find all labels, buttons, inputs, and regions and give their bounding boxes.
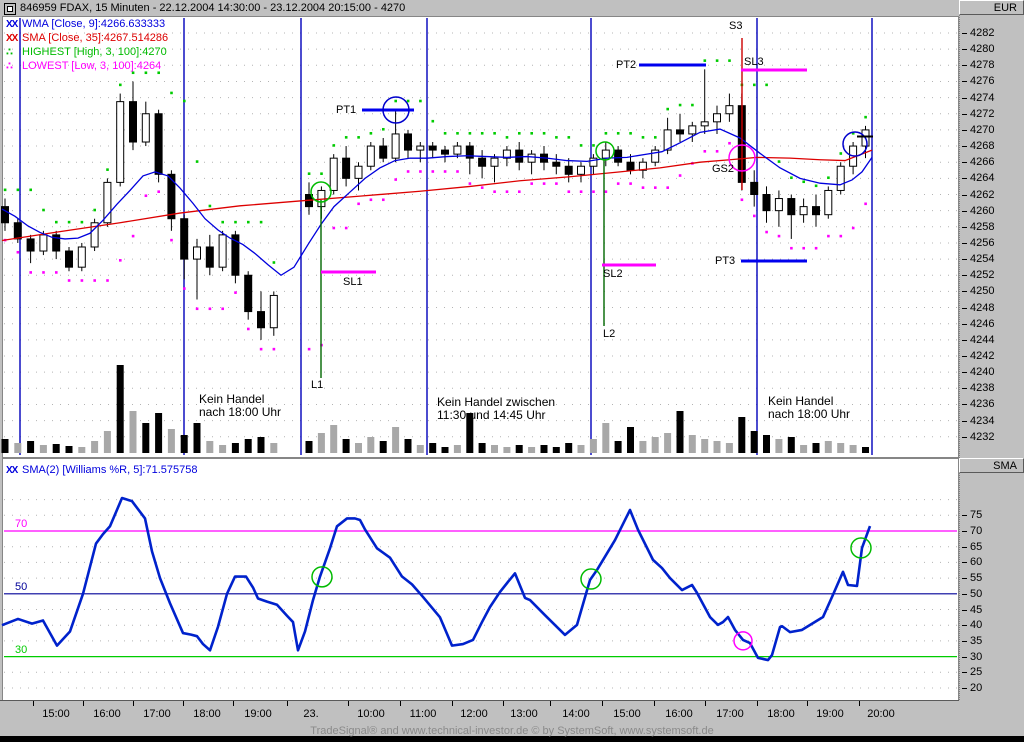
lowest-dots-icon[interactable]: ∴ — [6, 61, 13, 72]
williams-legend-label[interactable]: SMA(2) [Williams %R, 5]:71.575758 — [22, 464, 198, 476]
chart-window-icon[interactable] — [4, 3, 16, 15]
chart-title: 846959 FDAX, 15 Minuten - 22.12.2004 14:… — [20, 2, 406, 14]
indicator-chart-panel[interactable] — [2, 458, 959, 701]
no-trade-note-1: Kein Handel nach 18:00 Uhr — [199, 392, 282, 419]
no-trade-note-2: Kein Handel zwischen 11:30 und 14:45 Uhr — [437, 395, 556, 422]
footer-credit: TradeSignal® and www.technical-investor.… — [310, 725, 714, 737]
williams-xx-icon[interactable]: XX — [6, 465, 18, 476]
no-trade-note-3: Kein Handel nach 18:00 Uhr — [768, 394, 851, 421]
right-axis-column — [959, 0, 1024, 700]
bottom-bar — [0, 736, 1024, 742]
lowest-legend-label[interactable]: LOWEST [Low, 3, 100]:4264 — [22, 60, 162, 72]
indicator-axis-header: SMA — [959, 458, 1024, 473]
time-axis[interactable] — [0, 700, 959, 729]
sma-xx-icon[interactable]: XX — [6, 33, 18, 44]
price-chart-panel[interactable] — [2, 16, 959, 458]
wma-xx-icon[interactable]: XX — [6, 19, 18, 30]
chart-titlebar: 846959 FDAX, 15 Minuten - 22.12.2004 14:… — [0, 0, 959, 16]
highest-legend-label[interactable]: HIGHEST [High, 3, 100]:4270 — [22, 46, 167, 58]
sma-legend-label[interactable]: SMA [Close, 35]:4267.514286 — [22, 32, 169, 44]
wma-legend-label[interactable]: WMA [Close, 9]:4266.633333 — [22, 18, 166, 30]
price-axis-header: EUR — [959, 0, 1024, 15]
highest-dots-icon[interactable]: ∴ — [6, 47, 13, 58]
